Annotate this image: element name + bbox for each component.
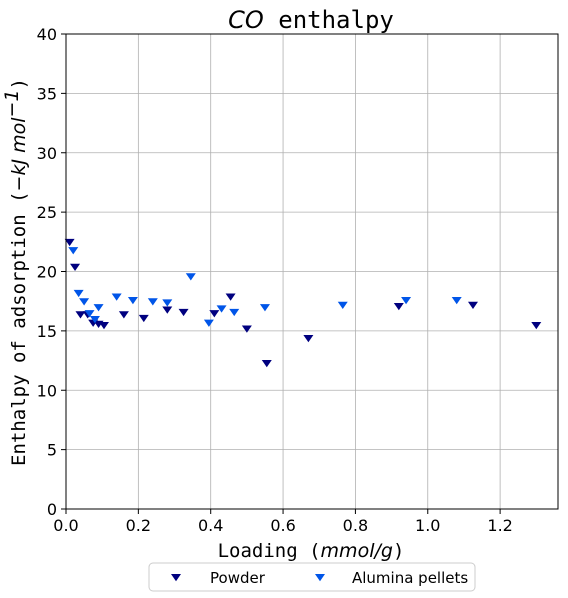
data-point-alumina-pellets — [68, 247, 79, 255]
x-axis-label-pre: Loading ( — [218, 540, 321, 562]
data-point-powder — [75, 311, 86, 319]
data-point-powder — [225, 293, 236, 301]
data-point-powder — [70, 263, 81, 271]
y-tick-label: 30 — [37, 144, 57, 163]
data-point-alumina-pellets — [337, 301, 348, 309]
data-point-alumina-pellets — [73, 289, 84, 298]
x-tick-label: 0.2 — [126, 516, 151, 535]
x-tick-label: 0.6 — [270, 516, 295, 535]
x-axis-label-post: ) — [393, 540, 404, 562]
y-tick-label: 40 — [37, 25, 57, 44]
data-points — [64, 238, 542, 368]
legend-box — [148, 562, 476, 592]
y-tick-label: 5 — [47, 441, 57, 460]
data-point-alumina-pellets — [93, 304, 104, 312]
legend-marker-powder — [171, 574, 181, 582]
data-point-alumina-pellets — [111, 293, 122, 301]
x-tick-label: 1.2 — [487, 516, 512, 535]
x-tick-label: 1.0 — [415, 516, 440, 535]
x-axis-label-unit: mmol/g — [321, 540, 393, 562]
y-tick-label: 0 — [47, 500, 57, 519]
legend: Powder Alumina pellets — [148, 562, 476, 592]
data-point-powder — [531, 321, 542, 330]
data-point-alumina-pellets — [203, 319, 214, 327]
data-point-powder — [209, 310, 220, 318]
y-axis-label-pre: Enthalpy of adsorption ( — [8, 191, 30, 466]
grid — [65, 33, 558, 510]
legend-label-alumina-pellets: Alumina pellets — [352, 569, 468, 587]
y-tick-label: 15 — [37, 322, 57, 341]
data-point-alumina-pellets — [259, 304, 270, 312]
data-point-powder — [303, 335, 314, 343]
axis-ticks: 0.0 0.2 0.4 0.6 0.8 1.0 1.2 0 5 10 15 20 25 30 35 40 — [37, 25, 513, 535]
data-point-powder — [178, 308, 189, 317]
data-point-alumina-pellets — [216, 305, 227, 313]
data-point-alumina-pellets — [79, 298, 90, 306]
data-point-powder — [64, 238, 75, 247]
data-point-powder — [467, 301, 478, 309]
data-point-alumina-pellets — [84, 310, 95, 318]
legend-marker-alumina-pellets — [315, 574, 325, 582]
y-tick-label: 20 — [37, 263, 57, 282]
data-point-alumina-pellets — [185, 273, 196, 281]
data-point-alumina-pellets — [89, 316, 100, 324]
chart-title-plain: enthalpy — [264, 6, 394, 34]
data-point-powder — [138, 314, 149, 323]
data-point-alumina-pellets — [127, 297, 138, 305]
data-point-powder — [118, 311, 129, 319]
data-point-powder — [162, 306, 173, 314]
x-axis-label: Loading (mmol/g) — [218, 540, 405, 562]
y-axis-label-sup: −1 — [1, 89, 23, 117]
chart-title-italic: CO — [228, 6, 264, 34]
data-point-alumina-pellets — [229, 308, 240, 317]
data-point-powder — [393, 302, 404, 311]
data-point-powder — [98, 321, 109, 330]
x-tick-label: 0.8 — [343, 516, 368, 535]
y-tick-label: 25 — [37, 203, 57, 222]
data-point-alumina-pellets — [451, 297, 462, 305]
y-tick-label: 10 — [37, 381, 57, 400]
chart-title: CO enthalpy — [228, 6, 394, 34]
x-tick-label: 0.0 — [53, 516, 78, 535]
y-axis-label-unit: −kJ mol — [8, 117, 30, 192]
data-point-powder — [261, 359, 272, 368]
legend-label-powder: Powder — [210, 569, 266, 587]
x-tick-label: 0.4 — [198, 516, 223, 535]
data-point-powder — [241, 325, 252, 333]
data-point-alumina-pellets — [147, 298, 158, 306]
data-point-alumina-pellets — [162, 299, 173, 307]
y-axis-label-post: ) — [8, 78, 30, 89]
data-point-alumina-pellets — [401, 297, 412, 305]
y-axis-label: Enthalpy of adsorption (−kJ mol−1) — [1, 78, 30, 466]
y-tick-label: 35 — [37, 84, 57, 103]
